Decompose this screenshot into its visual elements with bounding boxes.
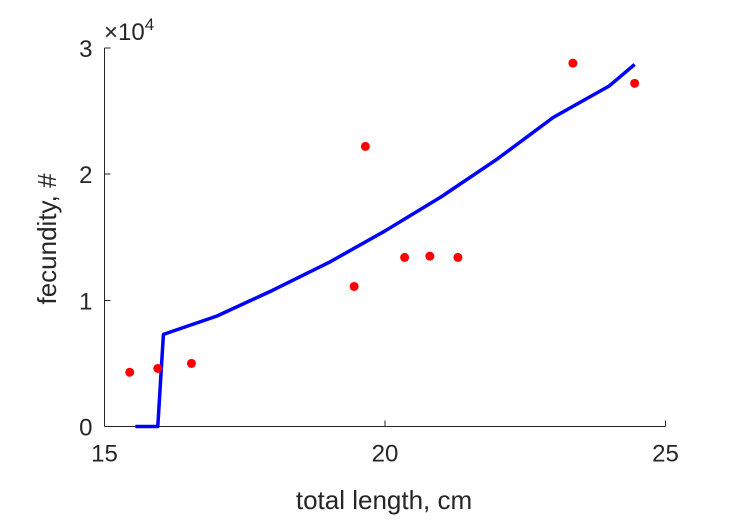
data-point xyxy=(186,358,196,368)
x-tick-label: 15 xyxy=(91,441,118,468)
fit-line xyxy=(135,63,636,429)
x-axis-title: total length, cm xyxy=(296,485,472,515)
data-point xyxy=(153,363,163,373)
y-exponent-label: ×104 xyxy=(104,15,154,46)
series-layer xyxy=(125,58,640,429)
x-tick-label: 25 xyxy=(652,441,679,468)
y-axis-title: fecundity, # xyxy=(32,173,62,305)
data-point xyxy=(568,58,578,68)
y-tick-label: 2 xyxy=(79,162,92,189)
data-point xyxy=(360,141,370,151)
data-point xyxy=(349,281,359,291)
y-tick-label: 3 xyxy=(79,36,92,63)
plot-area xyxy=(104,48,666,427)
x-tick-label: 20 xyxy=(372,441,399,468)
y-ticks: 0 1 2 3 xyxy=(79,36,111,442)
data-point xyxy=(453,252,463,262)
y-tick-label: 0 xyxy=(79,415,92,442)
data-point xyxy=(400,252,410,262)
y-tick-label: 1 xyxy=(79,288,92,315)
x-ticks: 15 20 25 xyxy=(91,420,679,468)
data-point xyxy=(630,78,640,88)
data-point xyxy=(125,367,135,377)
data-point xyxy=(425,251,435,261)
